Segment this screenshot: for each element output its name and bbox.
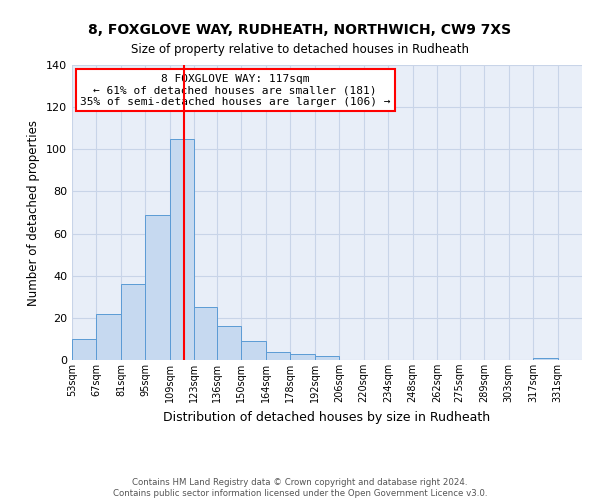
Bar — [194, 308, 217, 360]
Bar — [72, 339, 97, 360]
Bar — [241, 341, 266, 360]
Bar — [533, 358, 557, 360]
Bar — [97, 314, 121, 360]
Y-axis label: Number of detached properties: Number of detached properties — [28, 120, 40, 306]
Bar — [290, 354, 315, 360]
Bar — [217, 326, 241, 360]
X-axis label: Distribution of detached houses by size in Rudheath: Distribution of detached houses by size … — [163, 410, 491, 424]
Bar — [170, 138, 194, 360]
Bar — [266, 352, 290, 360]
Bar — [315, 356, 339, 360]
Text: 8 FOXGLOVE WAY: 117sqm
← 61% of detached houses are smaller (181)
35% of semi-de: 8 FOXGLOVE WAY: 117sqm ← 61% of detached… — [80, 74, 391, 107]
Bar — [121, 284, 145, 360]
Text: 8, FOXGLOVE WAY, RUDHEATH, NORTHWICH, CW9 7XS: 8, FOXGLOVE WAY, RUDHEATH, NORTHWICH, CW… — [88, 22, 512, 36]
Bar — [145, 214, 170, 360]
Text: Size of property relative to detached houses in Rudheath: Size of property relative to detached ho… — [131, 42, 469, 56]
Text: Contains HM Land Registry data © Crown copyright and database right 2024.
Contai: Contains HM Land Registry data © Crown c… — [113, 478, 487, 498]
